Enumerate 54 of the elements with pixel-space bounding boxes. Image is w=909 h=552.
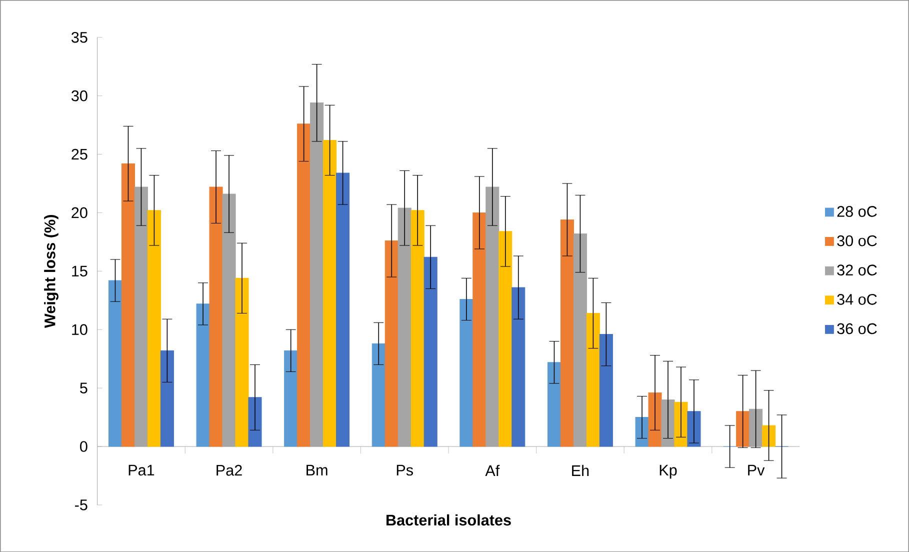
x-tick-label: Eh [572,464,589,476]
x-tick-label: Af [485,464,500,476]
bar [108,280,122,447]
bar [410,210,424,447]
y-tick-label: -5 [75,499,88,510]
bar [235,278,249,447]
bar [160,350,174,447]
bar [573,233,587,447]
bar [460,298,474,447]
bar [547,362,561,447]
x-tick-label: Pa1 [128,464,154,476]
bar [222,194,236,447]
y-axis-title: Weight loss (%) [44,214,58,328]
x-tick-label: Pa2 [216,464,242,476]
bar [586,312,600,447]
bar [310,102,324,447]
legend-label: 32 oC [837,264,877,276]
bar [498,230,512,447]
y-tick-label: 0 [80,440,88,452]
bar [472,212,486,447]
bar [121,163,135,447]
bar [384,240,398,447]
y-tick-label: 30 [71,90,88,102]
x-axis-title: Bacterial isolates [386,514,511,526]
bar [196,303,210,447]
bar [323,140,337,447]
bar [284,350,298,447]
y-tick-label: 35 [71,32,88,43]
legend-label: 36 oC [837,323,877,334]
bar [336,172,350,447]
x-tick-label: Kp [660,464,677,478]
y-tick-label: 20 [72,207,88,218]
y-tick-label: 15 [72,266,88,276]
y-tick-label: 25 [72,148,88,160]
x-tick-label: Bm [306,464,328,476]
bar [209,186,223,447]
bar [762,425,776,447]
bar [297,123,311,447]
y-tick-label: 10 [72,324,88,335]
legend-label: 34 oC [837,294,877,305]
bar [512,287,526,447]
y-tick-label: 5 [80,382,88,394]
bar [560,219,574,447]
x-tick-label: Ps [396,464,413,476]
bar [134,186,148,447]
bar [599,334,613,447]
legend-label: 30 oC [837,235,877,246]
bar [372,343,386,447]
bar [486,186,500,447]
bar [424,256,438,447]
legend-label: 28 oC [837,206,877,217]
x-tick-label: Pv [748,464,765,476]
bar [398,208,412,447]
bar [147,210,161,447]
